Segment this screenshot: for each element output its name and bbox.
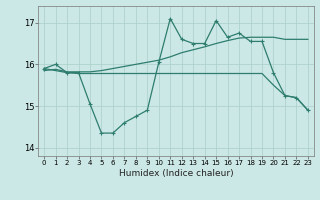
X-axis label: Humidex (Indice chaleur): Humidex (Indice chaleur) [119, 169, 233, 178]
